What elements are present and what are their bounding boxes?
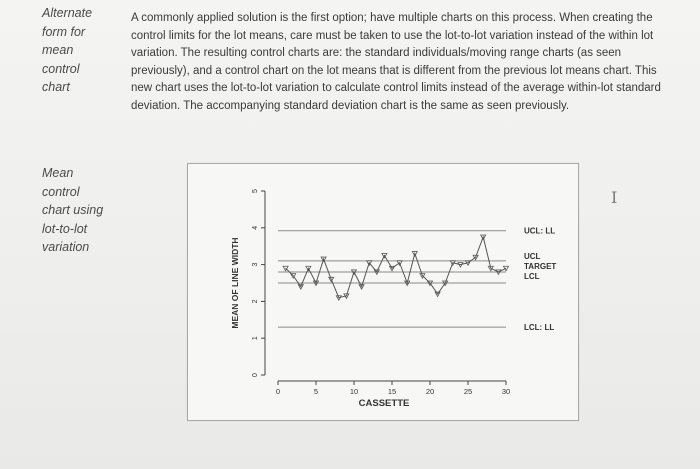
side-note-mean-control-chart: Mean control chart using lot-to-lot vari… bbox=[42, 166, 104, 254]
data-point bbox=[388, 265, 396, 272]
data-point bbox=[358, 284, 365, 291]
data-point bbox=[343, 293, 350, 300]
reference-label: LCL: LL bbox=[524, 323, 554, 332]
data-point bbox=[297, 284, 304, 291]
x-tick-label: 10 bbox=[350, 387, 358, 396]
data-point bbox=[495, 269, 502, 276]
y-axis-title: MEAN OF LINE WIDTH bbox=[230, 237, 240, 328]
y-tick-label: 3 bbox=[252, 263, 259, 267]
y-tick-label: 2 bbox=[252, 299, 259, 303]
x-axis-title: CASSETTE bbox=[359, 398, 410, 409]
data-point bbox=[480, 234, 487, 241]
data-point bbox=[434, 291, 441, 298]
data-point bbox=[411, 251, 418, 257]
data-point bbox=[320, 256, 327, 263]
x-tick-label: 20 bbox=[426, 387, 434, 396]
data-point bbox=[404, 280, 411, 287]
data-point bbox=[426, 280, 434, 287]
control-chart-panel: 0 1 2 3 4 5 0 5 10 15 20 25 30 CASSETTE MEAN OF LINE W… bbox=[187, 163, 579, 421]
data-point bbox=[487, 265, 494, 272]
reference-label: LCL bbox=[524, 272, 540, 281]
data-point bbox=[373, 269, 380, 276]
data-point bbox=[457, 262, 464, 268]
x-tick-label: 25 bbox=[464, 387, 472, 396]
data-point bbox=[449, 260, 456, 267]
data-point bbox=[419, 273, 426, 279]
data-point bbox=[290, 273, 297, 279]
reference-label: UCL bbox=[524, 252, 541, 261]
data-point bbox=[396, 260, 403, 267]
y-tick-label: 5 bbox=[252, 189, 259, 193]
y-tick-label: 4 bbox=[252, 226, 259, 230]
data-point bbox=[282, 265, 289, 272]
series-line bbox=[285, 235, 507, 299]
side-note-alternate-form: Alternate form for mean control chart bbox=[42, 6, 93, 94]
text-cursor-icon: I bbox=[611, 188, 618, 207]
body-paragraph: A commonly applied solution is the first… bbox=[131, 12, 661, 112]
y-tick-label: 0 bbox=[252, 373, 259, 377]
data-point bbox=[442, 280, 449, 287]
x-tick-label: 30 bbox=[502, 387, 510, 396]
x-tick-label: 0 bbox=[276, 387, 280, 396]
x-tick-label: 5 bbox=[314, 387, 318, 396]
y-tick-label: 1 bbox=[252, 336, 259, 340]
reference-label: TARGET bbox=[524, 262, 556, 271]
data-point bbox=[502, 265, 510, 272]
reference-label: UCL: LL bbox=[524, 227, 555, 236]
data-point bbox=[350, 269, 358, 276]
data-point bbox=[472, 254, 479, 261]
data-point bbox=[312, 280, 320, 287]
data-point bbox=[464, 260, 472, 267]
control-chart: 0 1 2 3 4 5 0 5 10 15 20 25 30 CASSETTE MEAN OF LINE W… bbox=[230, 189, 556, 409]
data-point bbox=[305, 265, 312, 272]
data-point bbox=[335, 295, 342, 302]
data-point bbox=[366, 260, 373, 267]
data-point bbox=[328, 276, 335, 283]
data-point bbox=[381, 253, 388, 259]
x-tick-label: 15 bbox=[388, 387, 396, 396]
